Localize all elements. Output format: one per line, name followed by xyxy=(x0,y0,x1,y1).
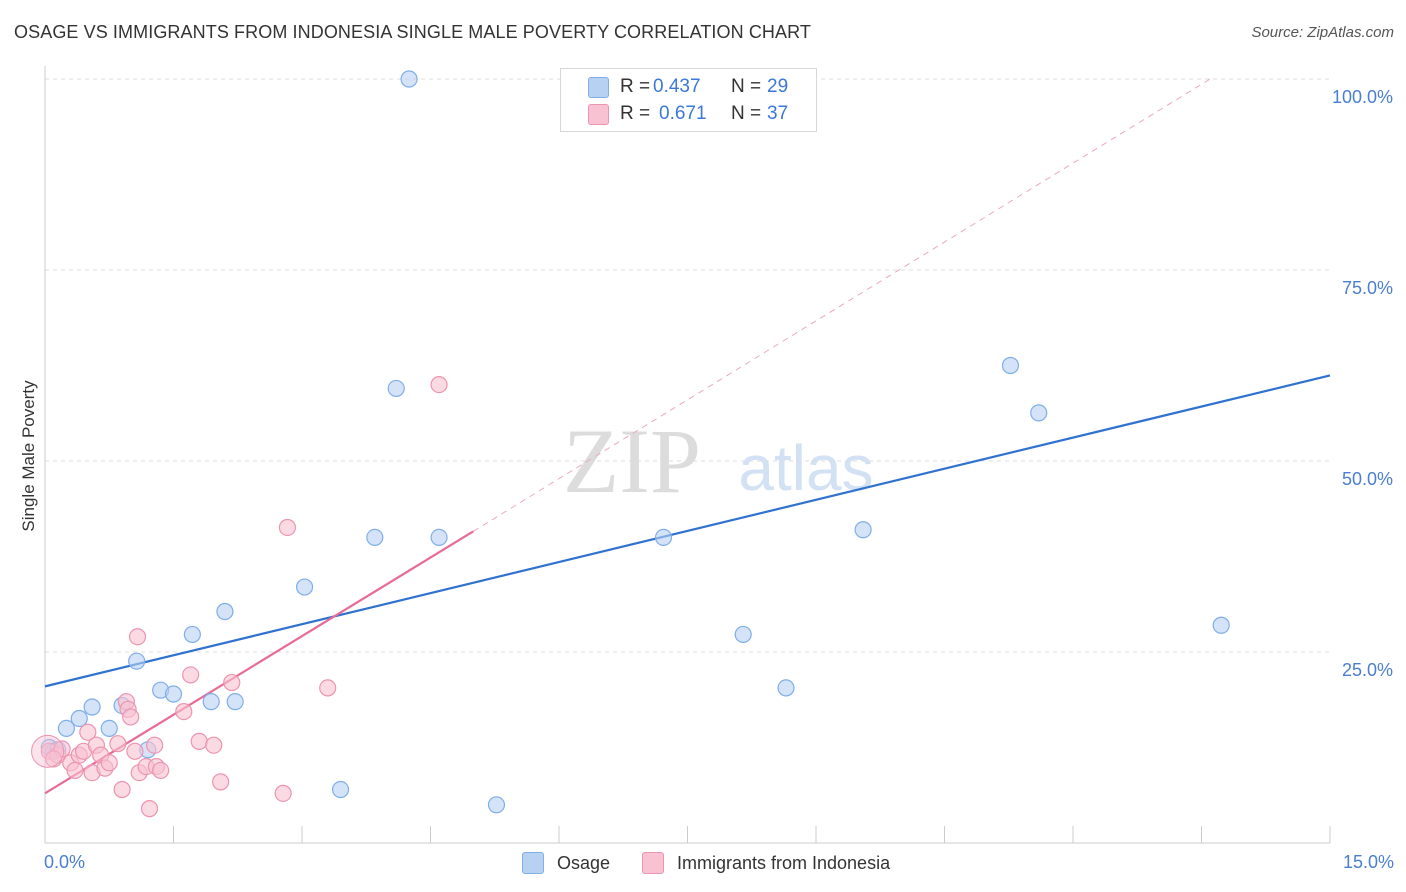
indonesia-point xyxy=(190,732,208,750)
osage-point xyxy=(183,625,201,644)
legend-n-label: N = xyxy=(731,76,762,97)
indonesia-point xyxy=(152,761,170,780)
osage-point xyxy=(128,652,146,670)
indonesia-point xyxy=(430,376,448,394)
osage-point xyxy=(216,602,234,621)
x-tick-label-max: 15.0% xyxy=(1342,852,1394,872)
indonesia-point xyxy=(66,761,84,780)
osage-point xyxy=(202,693,220,711)
osage-point xyxy=(387,379,405,398)
indonesia-point xyxy=(175,702,193,721)
indonesia-point xyxy=(140,800,159,818)
osage-point xyxy=(1030,404,1048,422)
indonesia-point xyxy=(319,679,337,697)
watermark: ZIP atlas xyxy=(563,410,874,512)
legend-n-value: 37 xyxy=(767,103,789,124)
legend-item-osage: Osage xyxy=(522,852,610,874)
indonesia-point xyxy=(205,736,223,754)
legend-item-indonesia: Immigrants from Indonesia xyxy=(642,852,890,874)
indonesia-point xyxy=(109,735,127,753)
indonesia-point xyxy=(100,754,118,772)
osage-point xyxy=(366,528,384,547)
osage-point xyxy=(295,578,314,596)
indonesia-point xyxy=(182,666,200,684)
chart-title: OSAGE VS IMMIGRANTS FROM INDONESIA SINGL… xyxy=(14,22,812,42)
osage-point xyxy=(487,796,506,814)
indonesia-point xyxy=(274,784,292,802)
trend-line-osage xyxy=(44,374,1331,688)
osage-point xyxy=(83,698,101,716)
y-tick-label: 100.0% xyxy=(1332,87,1393,107)
osage-point xyxy=(654,528,673,547)
legend-r-value: 0.671 xyxy=(659,103,707,124)
osage-point xyxy=(777,679,795,697)
trend-line-indonesia-extension xyxy=(473,78,1211,532)
osage-point xyxy=(400,70,418,88)
legend-n-value: 29 xyxy=(767,76,789,97)
indonesia-point xyxy=(113,780,131,799)
legend-r-value: 0.437 xyxy=(653,76,701,97)
legend-swatch-pink xyxy=(642,852,664,874)
y-tick-label: 50.0% xyxy=(1342,469,1393,489)
legend-label-indonesia: Immigrants from Indonesia xyxy=(677,852,891,873)
watermark-atlas: atlas xyxy=(738,432,873,504)
legend-n-label: N = xyxy=(731,103,762,124)
indonesia-point xyxy=(128,628,147,646)
legend-swatch-blue xyxy=(588,76,609,98)
indonesia-point xyxy=(146,736,164,754)
correlation-legend: R = 0.437 N = 29 R = 0.671 N = 37 xyxy=(560,68,817,132)
osage-point xyxy=(331,780,350,799)
indonesia-point xyxy=(278,518,297,537)
osage-point xyxy=(1212,616,1230,634)
y-tick-label: 75.0% xyxy=(1342,278,1393,298)
indonesia-point xyxy=(126,742,144,760)
osage-point xyxy=(70,709,88,728)
legend-r-label: R = xyxy=(620,76,651,97)
indonesia-point xyxy=(223,673,241,692)
osage-point xyxy=(164,685,183,703)
source-note: Source: ZipAtlas.com xyxy=(1251,24,1394,41)
legend-label-osage: Osage xyxy=(557,852,611,873)
legend-swatch-blue xyxy=(522,852,544,874)
y-tick-label: 25.0% xyxy=(1342,660,1393,680)
indonesia-point xyxy=(122,708,140,726)
indonesia-point xyxy=(79,723,97,741)
legend-swatch-pink xyxy=(588,103,609,125)
indonesia-cluster-point xyxy=(31,734,65,768)
osage-point xyxy=(430,528,448,547)
osage-point xyxy=(734,625,752,644)
osage-point xyxy=(1001,356,1020,375)
indonesia-point xyxy=(212,773,230,791)
osage-point xyxy=(226,693,244,711)
x-tick-label-min: 0.0% xyxy=(44,852,86,872)
trend-line-indonesia xyxy=(44,530,474,795)
osage-point xyxy=(100,719,118,738)
legend-r-label: R = xyxy=(620,103,651,124)
osage-point xyxy=(854,521,872,539)
osage-point xyxy=(57,719,76,738)
